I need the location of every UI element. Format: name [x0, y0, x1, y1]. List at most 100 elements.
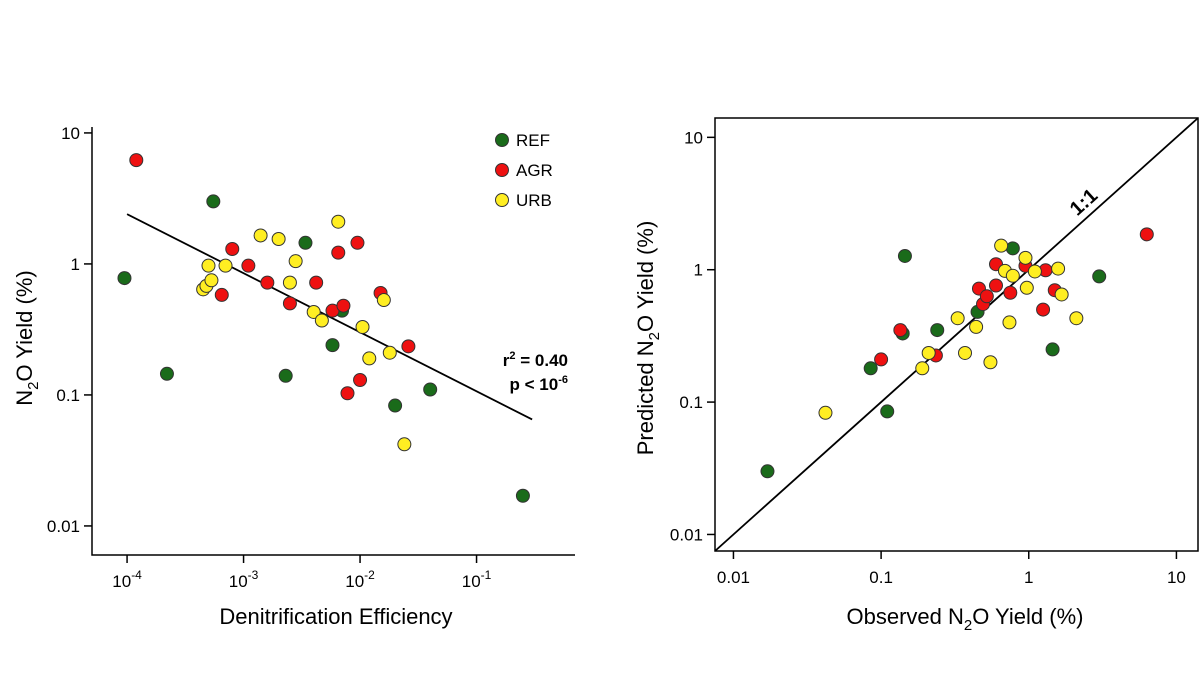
- one-to-one-label: 1:1: [1066, 185, 1102, 221]
- left-y-ticks: 0.01 0.1 1 10: [47, 124, 92, 536]
- data-point-urb: [204, 273, 219, 288]
- y-tick-label: 1: [71, 255, 80, 274]
- data-point-ref: [278, 368, 293, 383]
- data-point-ref: [159, 366, 174, 381]
- data-point-agr: [1036, 302, 1051, 317]
- data-point-agr: [331, 245, 346, 260]
- p-value-annotation: p < 10-6: [510, 374, 568, 394]
- data-point-agr: [401, 339, 416, 354]
- right-y-axis-title: Predicted N2O Yield (%): [633, 221, 663, 456]
- x-tick-label: 10-2: [345, 568, 375, 591]
- data-point-ref: [897, 248, 912, 263]
- data-point-ref: [930, 323, 945, 338]
- right-chart: 0.01 0.1 1 10 0.01 0.1 1 10 1:1 Observed N2O Y…: [633, 117, 1199, 634]
- data-point-agr: [260, 275, 275, 290]
- data-point-agr: [340, 386, 355, 401]
- x-tick-label: 0.1: [869, 568, 893, 587]
- y-tick-label: 0.1: [56, 386, 80, 405]
- one-to-one-line: [714, 117, 1199, 552]
- data-point-urb: [1002, 315, 1017, 330]
- data-point-agr: [336, 298, 351, 313]
- right-x-axis-title: Observed N2O Yield (%): [847, 604, 1084, 634]
- data-point-urb: [362, 351, 377, 366]
- data-point-urb: [201, 258, 216, 273]
- data-point-urb: [958, 345, 973, 360]
- legend-marker-urb: [495, 193, 509, 207]
- legend-label-urb: URB: [516, 191, 552, 210]
- x-tick-label: 0.01: [717, 568, 750, 587]
- data-point-ref: [1045, 342, 1060, 357]
- legend: REF AGR URB: [495, 131, 553, 210]
- data-point-urb: [818, 405, 833, 420]
- data-point-ref: [880, 404, 895, 419]
- right-data-points: [760, 227, 1154, 479]
- data-point-urb: [1018, 250, 1033, 265]
- data-point-agr: [225, 242, 240, 257]
- data-point-urb: [1054, 287, 1069, 302]
- y-tick-label: 0.01: [670, 525, 703, 544]
- data-point-ref: [206, 194, 221, 209]
- right-y-ticks: 0.01 0.1 1 10: [670, 128, 715, 544]
- data-point-urb: [1019, 280, 1034, 295]
- legend-marker-agr: [495, 163, 509, 177]
- data-point-urb: [382, 345, 397, 360]
- data-point-urb: [314, 313, 329, 328]
- data-point-urb: [994, 238, 1009, 253]
- left-y-axis-line: [91, 127, 575, 556]
- data-point-ref: [117, 271, 132, 286]
- data-point-urb: [1069, 311, 1084, 326]
- data-point-agr: [353, 373, 368, 388]
- data-point-urb: [1027, 264, 1042, 279]
- data-point-ref: [1005, 241, 1020, 256]
- data-point-ref: [325, 338, 340, 353]
- data-point-agr: [989, 278, 1004, 293]
- data-point-urb: [921, 345, 936, 360]
- x-tick-label: 10-4: [112, 568, 142, 591]
- y-tick-label: 10: [684, 128, 703, 147]
- data-point-ref: [760, 464, 775, 479]
- x-tick-label: 1: [1024, 568, 1033, 587]
- data-point-urb: [983, 355, 998, 370]
- data-point-urb: [355, 320, 370, 335]
- left-axes: [91, 127, 575, 556]
- left-y-axis-title: N2O Yield (%): [12, 270, 42, 406]
- data-point-agr: [350, 235, 365, 250]
- right-x-ticks: 0.01 0.1 1 10: [717, 551, 1186, 587]
- data-point-ref: [298, 235, 313, 250]
- right-plot-frame: [714, 117, 1199, 552]
- data-point-agr: [1003, 285, 1018, 300]
- data-point-agr: [282, 296, 297, 311]
- y-tick-label: 1: [694, 261, 703, 280]
- data-point-ref: [863, 361, 878, 376]
- data-point-ref: [388, 398, 403, 413]
- data-point-ref: [423, 382, 438, 397]
- x-tick-label: 10-3: [229, 568, 259, 591]
- data-point-urb: [253, 228, 268, 243]
- data-point-agr: [979, 289, 994, 304]
- data-point-urb: [331, 214, 346, 229]
- data-point-agr: [893, 323, 908, 338]
- legend-marker-ref: [495, 133, 509, 147]
- data-point-urb: [218, 258, 233, 273]
- data-point-ref: [515, 488, 530, 503]
- r-squared-annotation: r2 = 0.40: [503, 350, 568, 370]
- data-point-agr: [309, 275, 324, 290]
- data-point-agr: [129, 153, 144, 168]
- y-tick-label: 0.01: [47, 517, 80, 536]
- data-point-urb: [271, 231, 286, 246]
- data-point-urb: [306, 304, 321, 319]
- x-tick-label: 10: [1167, 568, 1186, 587]
- y-tick-label: 0.1: [679, 393, 703, 412]
- data-point-urb: [1051, 261, 1066, 276]
- data-point-urb: [376, 293, 391, 308]
- y-tick-label: 10: [61, 124, 80, 143]
- legend-label-agr: AGR: [516, 161, 553, 180]
- legend-label-ref: REF: [516, 131, 550, 150]
- data-point-ref: [1092, 269, 1107, 284]
- data-point-urb: [282, 275, 297, 290]
- data-point-urb: [969, 319, 984, 334]
- left-x-axis-title: Denitrification Efficiency: [219, 604, 452, 629]
- data-point-urb: [1005, 268, 1020, 283]
